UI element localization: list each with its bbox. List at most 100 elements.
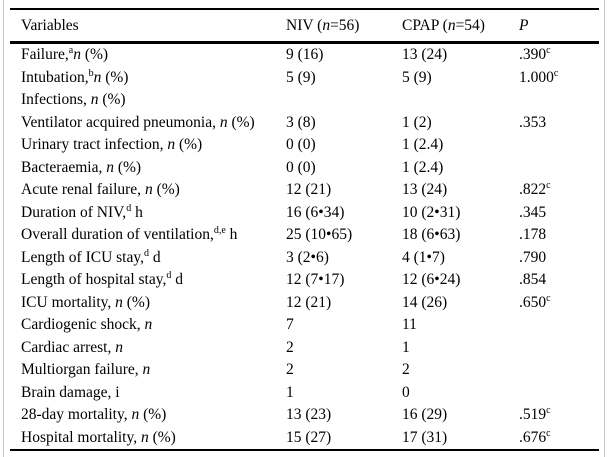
text-segment: .650 [519, 293, 547, 311]
cell-variable: Urinary tract infection, n (%) [10, 134, 286, 157]
text-segment: n [93, 68, 102, 86]
footnote-marker: c [546, 180, 551, 192]
table-row: Overall duration of ventilation,d,e h 25 … [10, 224, 599, 247]
cell-cpap: 12 (6•24) [402, 269, 519, 292]
table-row: Brain damage, i 1 0 [10, 382, 599, 405]
text-segment: n [90, 91, 99, 109]
text-segment: 7 [286, 316, 294, 334]
cell-variable: Brain damage, i [10, 382, 286, 405]
cell-p: .676c [519, 427, 599, 451]
text-segment: n [115, 293, 123, 311]
text-segment: Overall duration of ventilation, [21, 226, 214, 244]
cell-niv: 3 (8) [286, 112, 402, 135]
text-segment: .822 [519, 181, 547, 199]
text-segment: 0 (0) [286, 158, 316, 176]
text-segment: Acute renal failure, [21, 181, 145, 199]
table-header: Variables NIV (n=56) CPAP (n=54) P [10, 9, 599, 44]
text-segment: Brain damage, i [21, 383, 120, 401]
cell-cpap: 14 (26) [402, 292, 519, 315]
text-segment: 13 (23) [286, 406, 332, 424]
cell-cpap: 1 [402, 337, 519, 360]
text-segment: (%) [152, 181, 180, 199]
cell-cpap [402, 89, 519, 112]
cell-variable: Length of ICU stay,d d [10, 247, 286, 270]
cell-variable: Hospital mortality, n (%) [10, 427, 286, 451]
cell-p: .390c [519, 43, 599, 67]
cell-niv: 25 (10•65) [286, 224, 402, 247]
text-segment: n [447, 16, 456, 34]
text-segment: Intubation, [21, 68, 89, 86]
figure-right-border [604, 0, 605, 457]
text-segment: 0 [402, 383, 410, 401]
text-segment: n [140, 428, 149, 446]
text-segment: 25 (10•65) [286, 226, 353, 244]
table-row: Intubation,bn (%) 5 (9) 5 (9) 1.000c [10, 67, 599, 90]
text-segment: 14 (26) [402, 293, 448, 311]
cell-niv: 7 [286, 314, 402, 337]
cell-cpap: 13 (24) [402, 179, 519, 202]
cell-variable: Duration of NIV,d h [10, 202, 286, 225]
text-segment: Infections, [21, 91, 91, 109]
text-segment: 16 (6•34) [286, 203, 345, 221]
cell-cpap: 18 (6•63) [402, 224, 519, 247]
cell-variable: Bacteraemia, n (%) [10, 157, 286, 180]
text-segment: Ventilator acquired pneumonia, [21, 113, 220, 131]
text-segment: ICU mortality, [21, 293, 116, 311]
text-segment: 1 (2.4) [402, 136, 444, 154]
table-row: Ventilator acquired pneumonia, n (%) 3 (8… [10, 112, 599, 135]
text-segment: 3 (8) [286, 113, 316, 131]
footnote-marker: d [166, 270, 172, 282]
cell-p: .790 [519, 247, 599, 270]
cell-p [519, 314, 599, 337]
column-header-p: P [519, 9, 599, 44]
text-segment: d [171, 271, 183, 289]
text-segment: 5 (9) [286, 68, 316, 86]
table-row: ICU mortality, n (%) 12 (21) 14 (26) .650c [10, 292, 599, 315]
text-segment: 2 [402, 361, 410, 379]
cell-variable: Ventilator acquired pneumonia, n (%) [10, 112, 286, 135]
cell-variable: Multiorgan failure, n [10, 359, 286, 382]
cell-niv: 12 (21) [286, 179, 402, 202]
text-segment: 1 [402, 338, 410, 356]
footnote-marker: d [126, 202, 132, 214]
cell-p: .345 [519, 202, 599, 225]
text-segment: 12 (6•24) [402, 271, 461, 289]
text-segment: n [144, 316, 153, 334]
text-segment: 9 (16) [286, 46, 324, 64]
text-segment: Multiorgan failure, [21, 361, 143, 379]
cell-variable: Cardiac arrest, n [10, 337, 286, 360]
cell-p: .178 [519, 224, 599, 247]
table-row: 28-day mortality, n (%) 13 (23) 16 (29) .51… [10, 404, 599, 427]
text-segment: 3 (2•6) [286, 248, 329, 266]
text-segment: n [219, 113, 228, 131]
footnote-marker: b [88, 67, 94, 79]
text-segment: Bacteraemia, [21, 158, 107, 176]
text-segment: (%) [122, 293, 151, 311]
cell-niv: 13 (23) [286, 404, 402, 427]
cell-variable: Intubation,bn (%) [10, 67, 286, 90]
text-segment: P [519, 16, 529, 34]
table-row: Urinary tract infection, n (%) 0 (0) 1 (2.… [10, 134, 599, 157]
text-segment: 2 [286, 361, 294, 379]
cell-niv: 12 (7•17) [286, 269, 402, 292]
text-segment: .178 [519, 226, 547, 244]
cell-variable: Failure,an (%) [10, 43, 286, 67]
table-row: Hospital mortality, n (%) 15 (27) 17 (31).… [10, 427, 599, 451]
footnote-marker: c [553, 67, 559, 79]
cell-cpap: 1 (2) [402, 112, 519, 135]
cell-cpap: 1 (2.4) [402, 157, 519, 180]
text-segment: h [225, 226, 238, 244]
figure-left-border [3, 0, 4, 457]
text-segment: NIV ( [286, 16, 323, 34]
text-segment: 15 (27) [286, 428, 332, 446]
text-segment: n [167, 136, 176, 154]
footnote-marker: d [143, 247, 149, 259]
cell-cpap: 17 (31) [402, 427, 519, 451]
cell-cpap: 2 [402, 359, 519, 382]
cell-niv: 5 (9) [286, 67, 402, 90]
cell-variable: 28-day mortality, n (%) [10, 404, 286, 427]
cell-niv: 15 (27) [286, 427, 402, 451]
